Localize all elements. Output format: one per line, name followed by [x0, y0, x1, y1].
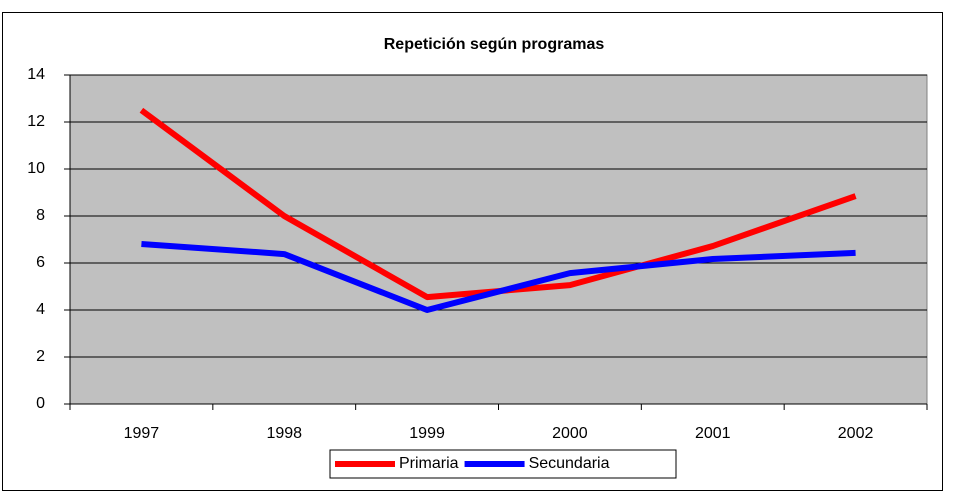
x-tick-label: 2001 [695, 425, 731, 442]
y-tick-label: 4 [36, 301, 45, 318]
x-tick-label: 1998 [266, 425, 302, 442]
y-tick-label: 2 [36, 348, 45, 365]
data-line [141, 240, 856, 313]
chart-title: Repetición según programas [384, 36, 605, 53]
x-tick-label: 2002 [838, 425, 874, 442]
legend-label: Secundaria [529, 455, 610, 472]
legend-label: Primaria [399, 455, 459, 472]
y-tick-label: 8 [36, 207, 45, 224]
y-tick-label: 12 [27, 113, 45, 130]
x-tick-label: 2000 [552, 425, 588, 442]
y-tick-label: 6 [36, 254, 45, 271]
y-tick-label: 0 [36, 395, 45, 412]
plot-area [69, 74, 928, 405]
y-tick-label: 14 [27, 66, 45, 83]
y-tick-label: 10 [27, 160, 45, 177]
x-tick-label: 1997 [124, 425, 160, 442]
x-tick-label: 1999 [409, 425, 445, 442]
